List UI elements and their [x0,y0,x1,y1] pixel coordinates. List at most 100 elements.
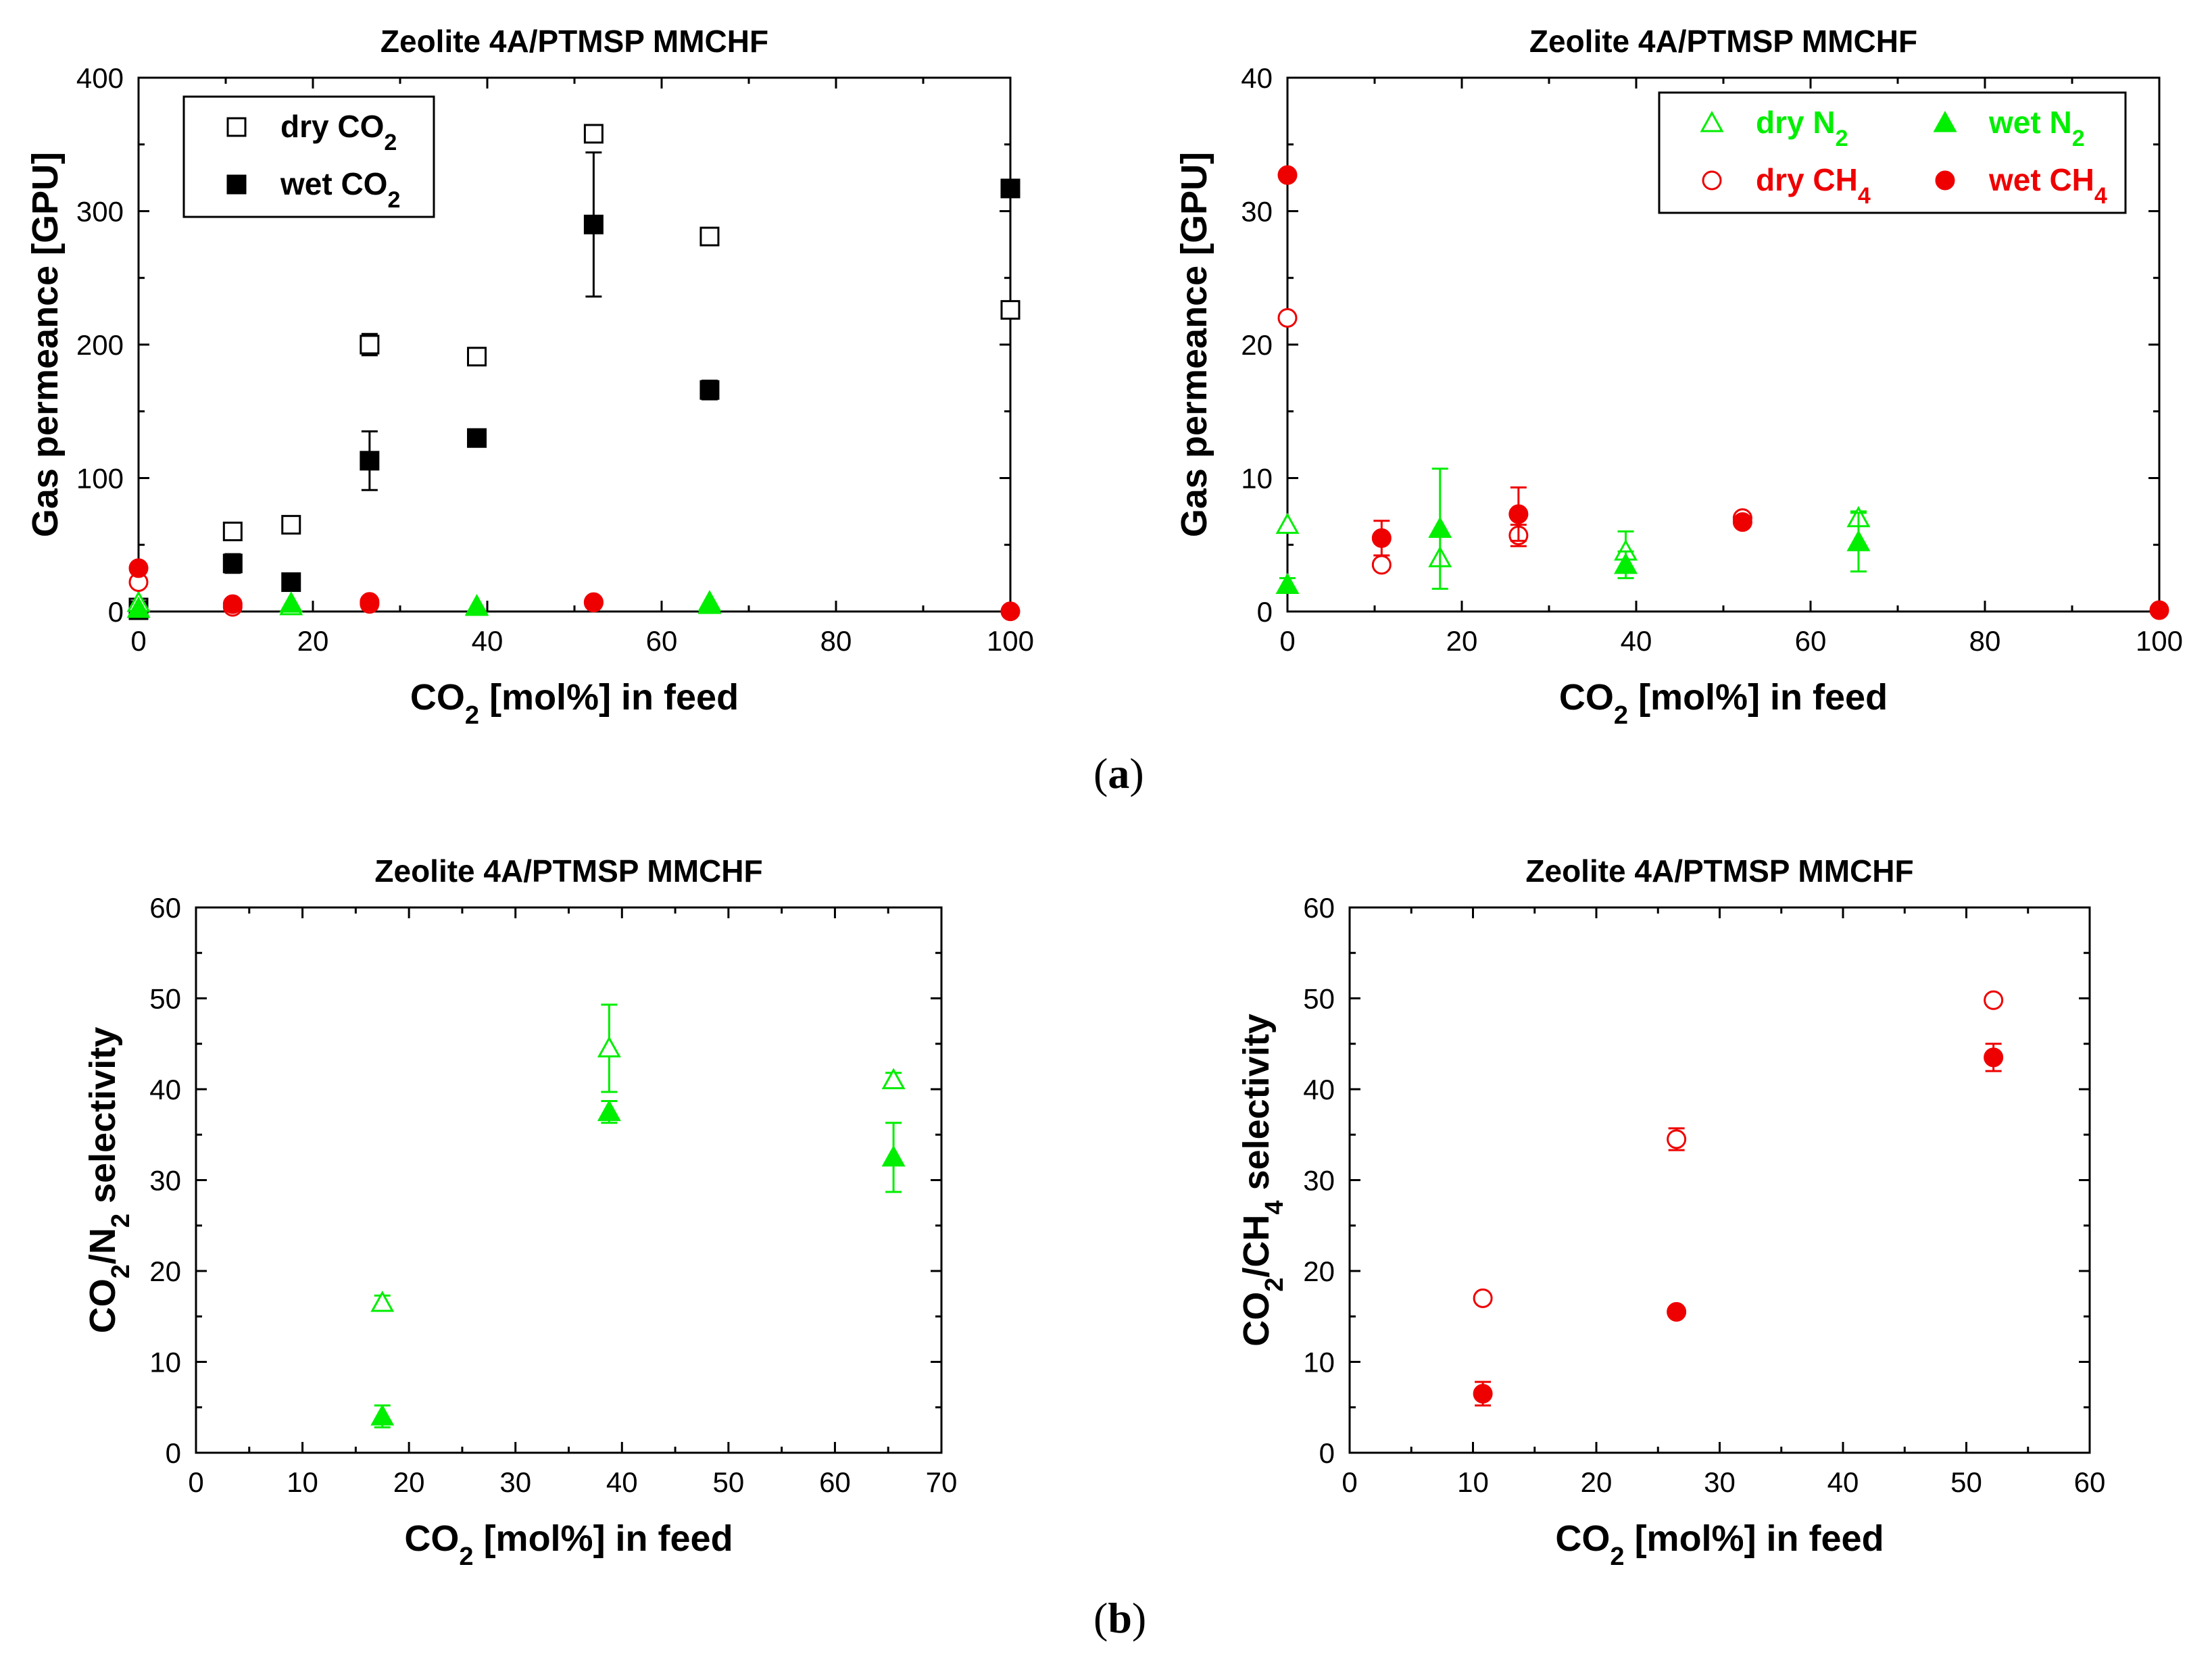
panel-label-a-text: a [1108,749,1130,797]
chart-title: Zeolite 4A/PTMSP MMCHF [374,853,762,889]
legend-label: wet CH4 [1988,162,2107,209]
y-tick-label: 200 [76,329,124,361]
data-point [597,1099,621,1122]
data-point [128,558,149,578]
legend-item: wet N2 [1933,105,2085,151]
data-point [281,572,301,593]
data-point [281,515,301,535]
data-point [583,214,604,234]
chart-title: Zeolite 4A/PTMSP MMCHF [1525,853,1913,889]
y-axis: 0 10 20 30 40 [1241,62,2159,628]
legend-marker [1933,110,1957,132]
data-point [699,380,720,400]
legend-item: wet CH4 [1935,162,2107,209]
x-tick-label: 40 [472,625,503,657]
data-layer [1473,990,2004,1407]
legend-box [182,95,435,218]
data-point [370,1404,395,1426]
x-tick-label: 20 [1581,1466,1613,1498]
y-tick-label: 0 [1257,596,1273,628]
y-tick-label: 40 [1303,1074,1335,1105]
y-axis-label: CO2/N2 selectivity [82,1027,135,1333]
data-point [222,522,243,541]
x-tick-label: 60 [819,1466,851,1498]
data-point [467,347,487,367]
data-point [1000,601,1021,622]
legend: dry N2 wet N2 dry CH4 wet CH4 [1658,91,2127,214]
data-layer [126,124,1021,622]
series-wet-co2 [128,151,1021,620]
y-tick-label: 30 [1303,1165,1335,1197]
data-point [1667,1129,1687,1149]
data-point [222,594,243,614]
legend-item: dry CH4 [1702,162,1871,209]
x-axis-label: CO2 [mol%] in feed [410,677,739,730]
y-tick-label: 0 [108,596,124,628]
series-wet-ch4 [1277,165,2169,620]
y-tick-label: 0 [1319,1437,1335,1469]
y-tick-label: 40 [149,1074,181,1105]
data-point [370,1291,395,1312]
y-tick-label: 300 [76,196,124,228]
chart-b-left: Zeolite 4A/PTMSP MMCHF 0 10 20 30 40 50 60 70 0 10… [82,853,957,1571]
series-dry-ch4 [1277,308,1752,575]
series-dry [1473,990,2004,1308]
x-tick-label: 40 [1621,625,1652,657]
series-wet [370,1099,906,1428]
y-tick-label: 50 [1303,983,1335,1015]
series-wet [1473,1043,2004,1407]
x-tick-label: 60 [2074,1466,2106,1498]
data-point [1984,1047,2004,1068]
data-point [2149,600,2169,620]
series-wet-n2 [1275,468,1871,594]
y-tick-label: 10 [1303,1347,1335,1378]
data-point [1984,990,2004,1010]
x-tick-label: 0 [1342,1466,1357,1498]
x-tick-label: 60 [646,625,678,657]
series-wet-ch4 [128,558,1021,622]
x-tick-label: 50 [712,1466,744,1498]
x-tick-label: 0 [1279,625,1295,657]
x-axis: 0 10 20 30 40 50 60 [1342,907,2105,1498]
data-point [360,451,380,471]
y-tick-label: 50 [149,983,181,1015]
data-point [1277,165,1298,185]
y-tick-label: 100 [76,463,124,495]
series-dry [370,1003,906,1312]
data-point [1614,552,1638,574]
x-axis: 0 10 20 30 40 50 60 70 [188,907,957,1498]
x-tick-label: 100 [987,625,1034,657]
x-axis: 0 20 40 60 80 100 [130,78,1034,657]
data-point [1667,1302,1687,1322]
y-axis-label: Gas permeance [GPU] [25,152,66,537]
data-point [583,124,604,144]
x-tick-label: 20 [297,625,329,657]
data-point [360,334,380,355]
data-layer [1275,165,2169,620]
data-point [465,595,489,616]
x-tick-label: 10 [1457,1466,1489,1498]
y-tick-label: 60 [149,892,181,924]
legend-box [1658,91,2127,214]
legend-label: dry CO2 [280,109,397,155]
data-point [1000,300,1021,320]
y-tick-label: 400 [76,62,124,94]
legend-label: dry N2 [1756,105,1848,151]
legend-label: wet N2 [1988,105,2085,151]
data-point [597,1036,621,1057]
x-tick-label: 30 [1704,1466,1736,1498]
x-tick-label: 50 [1950,1466,1982,1498]
legend-item: dry CO2 [226,109,397,155]
data-point [1371,555,1392,575]
x-tick-label: 40 [1827,1466,1859,1498]
data-layer [370,1003,906,1428]
data-point [222,553,243,574]
x-tick-label: 80 [820,625,852,657]
y-axis: 0 100 200 300 400 [76,62,1010,628]
data-point [1000,178,1021,199]
x-tick-label: 20 [393,1466,425,1498]
panel-label-a: (a) [1093,749,1144,797]
x-tick-label: 10 [287,1466,318,1498]
y-axis: 0 10 20 30 40 50 60 [1303,892,2090,1469]
y-tick-label: 20 [1303,1255,1335,1287]
